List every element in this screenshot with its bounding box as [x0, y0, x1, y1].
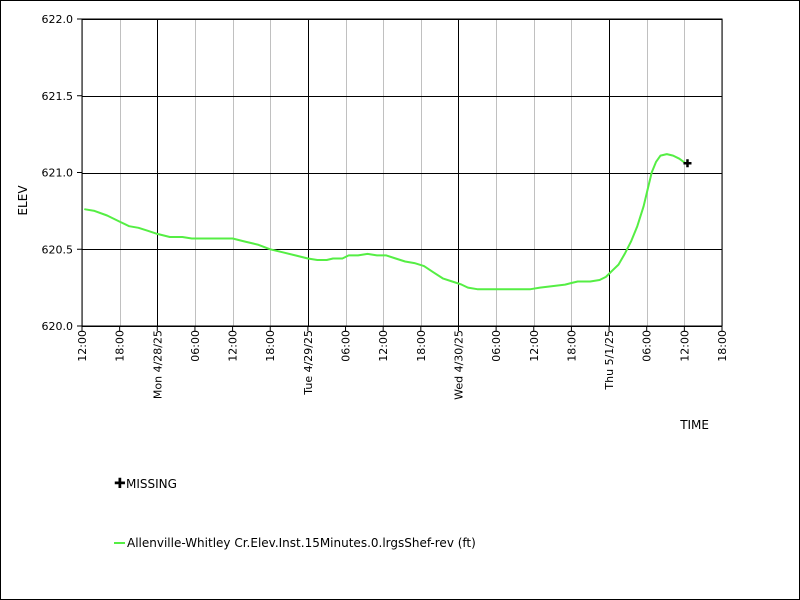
series-line-swatch	[114, 542, 125, 544]
legend-item-missing: ✚ MISSING	[114, 477, 177, 491]
series-layer	[84, 153, 687, 291]
missing-marker	[683, 159, 692, 168]
x-tick-label: 18:00	[415, 330, 428, 362]
missing-marker-layer	[683, 159, 692, 168]
legend-item-series: Allenville-Whitley Cr.Elev.Inst.15Minute…	[114, 536, 476, 550]
legend-label-series: Allenville-Whitley Cr.Elev.Inst.15Minute…	[127, 536, 476, 550]
x-axis-ticks: 12:00 18:00 Mon 4/28/25 06:00 12:00 18:00 Tue …	[76, 326, 729, 400]
x-tick-label: 12:00	[528, 330, 541, 362]
x-tick-label: 18:00	[114, 330, 127, 362]
x-tick-label: 06:00	[490, 330, 503, 362]
x-tick-label: 18:00	[264, 330, 277, 362]
x-tick-label: Mon 4/28/25	[151, 330, 164, 399]
legend-label-missing: MISSING	[126, 477, 177, 491]
x-tick-label: 12:00	[76, 330, 89, 362]
grid	[82, 19, 723, 327]
x-tick-label: 06:00	[340, 330, 353, 362]
plot-border	[81, 18, 723, 327]
plus-icon: ✚	[114, 476, 126, 492]
x-tick-label: 12:00	[377, 330, 390, 362]
x-tick-label: 12:00	[227, 330, 240, 362]
y-tick-label: 620.0	[42, 320, 74, 333]
y-axis-label: ELEV	[16, 185, 30, 216]
y-tick-label: 621.5	[42, 90, 74, 103]
x-tick-label: Tue 4/29/25	[302, 330, 315, 396]
x-axis-label: TIME	[679, 418, 709, 432]
x-tick-label: 18:00	[716, 330, 729, 362]
y-tick-label: 620.5	[42, 243, 74, 256]
x-tick-label: 12:00	[678, 330, 691, 362]
x-tick-label: Thu 5/1/25	[603, 330, 616, 391]
y-tick-label: 621.0	[42, 167, 74, 180]
series-line	[84, 153, 687, 291]
x-tick-label: 18:00	[565, 330, 578, 362]
x-tick-label: 06:00	[189, 330, 202, 362]
x-tick-label: Wed 4/30/25	[452, 330, 465, 400]
y-axis-ticks: 620.0 620.5 621.0 621.5 622.0	[42, 13, 82, 333]
y-tick-label: 622.0	[42, 13, 74, 26]
x-tick-label: 06:00	[641, 330, 654, 362]
